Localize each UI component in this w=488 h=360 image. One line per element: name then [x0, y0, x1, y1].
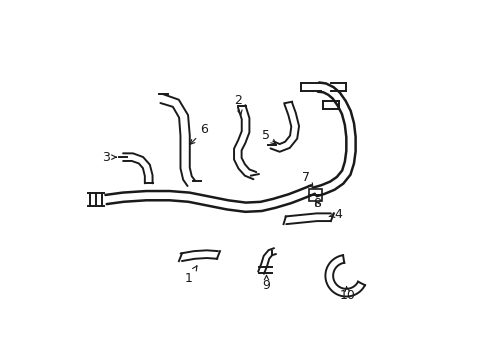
Text: 3: 3: [102, 150, 116, 164]
Text: 8: 8: [312, 197, 320, 210]
Text: 1: 1: [184, 266, 197, 284]
Text: 6: 6: [190, 123, 208, 144]
Text: 4: 4: [328, 208, 342, 221]
Text: 2: 2: [233, 94, 242, 115]
Text: 9: 9: [262, 275, 270, 292]
Bar: [308, 189, 321, 195]
Text: 5: 5: [261, 129, 275, 144]
Text: 10: 10: [339, 286, 355, 302]
Text: 7: 7: [302, 171, 312, 188]
Bar: [308, 195, 321, 201]
